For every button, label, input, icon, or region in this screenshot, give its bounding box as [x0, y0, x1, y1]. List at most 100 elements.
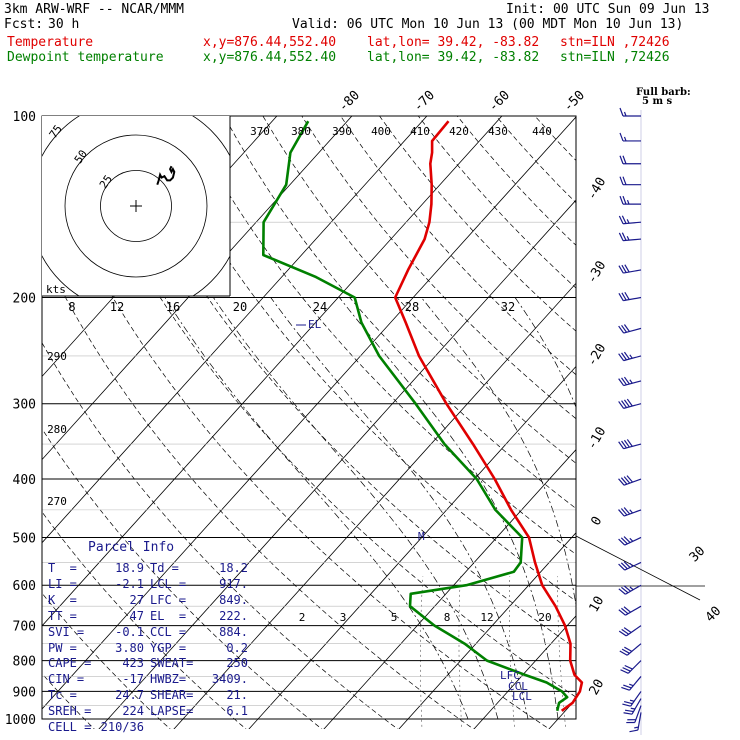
forecast-hour: 30 h — [48, 17, 80, 32]
moist-adiabat — [339, 297, 559, 720]
wind-barb-full — [624, 291, 630, 300]
parcel-key: LAPSE= — [150, 704, 194, 719]
hodograph-ring — [100, 170, 172, 242]
parcel-value: 18.2 — [219, 561, 248, 575]
inset-axis-tick: 20 — [233, 300, 247, 314]
isotherm — [42, 116, 576, 710]
wind-barb-full — [620, 508, 628, 516]
dewpoint-latlon: lat,lon= 39.42, -83.82 — [367, 50, 540, 65]
wind-barb-full — [618, 441, 625, 450]
dewpoint-station: stn=ILN ,72426 — [560, 50, 670, 65]
chart-series — [262, 120, 584, 712]
wind-barb-half — [634, 726, 639, 729]
parcel-row: Tc = 24.7 SHEAR= 21. — [48, 688, 248, 704]
parcel-key: T = — [48, 561, 77, 575]
dry-adiabat — [184, 116, 576, 555]
theta-label: 440 — [532, 125, 552, 138]
parcel-value: 24.7 — [115, 688, 144, 703]
chart-grid — [0, 115, 740, 732]
wind-barb-full — [624, 709, 634, 713]
isotherm — [173, 282, 576, 729]
dry-adiabat — [379, 116, 576, 332]
wind-barb-full — [618, 563, 626, 571]
theta-label: 290 — [47, 350, 67, 363]
parcel-row: SVI = -0.1 CCL = 884. — [48, 625, 248, 641]
dry-adiabat — [301, 116, 576, 420]
temperature-latlon: lat,lon= 39.42, -83.82 — [367, 35, 540, 50]
wind-barb-half — [623, 136, 627, 142]
wind-barb-full — [623, 351, 630, 360]
parcel-key: SREH = — [48, 704, 92, 719]
wind-barb-full — [618, 232, 624, 241]
isotherm — [42, 116, 428, 544]
parcel-value: 6.1 — [226, 704, 248, 719]
parcel-key: YGP = — [150, 640, 187, 655]
inset-axis-tick: 28 — [405, 300, 419, 314]
wind-barb-full — [621, 292, 627, 301]
parcel-value: 224 — [122, 704, 144, 719]
parcel-key: CCL = — [150, 624, 187, 639]
parcel-value: 222. — [219, 608, 248, 623]
parcel-key: K = — [48, 592, 77, 607]
init-time: Init: 00 UTC Sun 09 Jun 13 — [506, 2, 710, 17]
wind-barb-full — [621, 586, 629, 594]
wind-barb-full — [623, 476, 631, 484]
el-marker: EL — [308, 318, 322, 331]
wind-barb-full — [621, 352, 627, 361]
temperature-tick-label: -20 — [585, 341, 610, 369]
wind-barb-half — [629, 537, 634, 542]
parcel-value: -2.1 — [115, 576, 144, 591]
wind-barb-full — [618, 478, 625, 486]
parcel-key: CELL = — [48, 720, 92, 735]
hodograph-ring — [64, 134, 208, 278]
temperature-line — [393, 120, 584, 712]
dry-adiabat — [729, 116, 740, 732]
dry-adiabat — [42, 511, 247, 729]
temperature-tick-label: 40 — [703, 604, 725, 626]
temperature-legend: Temperature — [7, 35, 94, 50]
parcel-key: Td = — [150, 561, 179, 575]
wind-barb-full — [624, 646, 633, 652]
dry-adiabat — [456, 116, 576, 246]
hodograph-ring-label: 75 — [47, 123, 65, 141]
pressure-tick-label: 900 — [13, 685, 36, 700]
wind-barb-full — [622, 703, 631, 707]
theta-label: 380 — [291, 125, 311, 138]
parcel-value: 3409. — [211, 672, 248, 687]
mixing-ratio-label: 12 — [480, 611, 493, 624]
parcel-value: 0.2 — [226, 640, 248, 655]
hodograph-kts-label: kts — [46, 283, 66, 296]
wind-barb-full — [618, 509, 625, 517]
isotherm — [42, 116, 503, 627]
parcel-row: CAPE = 423 SWEAT= 250 — [48, 656, 248, 672]
pressure-tick-label: 1000 — [5, 713, 36, 728]
parcel-value: 27 — [129, 592, 144, 607]
wind-barb-full — [621, 264, 627, 273]
ccl-marker: CCL — [508, 680, 528, 693]
wind-barb-full — [623, 606, 631, 613]
theta-label: 280 — [47, 423, 67, 436]
parcel-key: SWEAT= — [150, 656, 194, 671]
wind-barb-full — [626, 398, 633, 407]
wind-barb-full — [620, 562, 628, 570]
dry-adiabat — [0, 116, 21, 732]
wind-barb-full — [621, 440, 627, 449]
parcel-key: TT = — [48, 608, 77, 623]
hodograph-ring-label: 25 — [97, 173, 115, 191]
wind-barb-full — [618, 353, 625, 361]
wind-barb-full — [621, 377, 627, 386]
parcel-key: Tc = — [48, 688, 77, 703]
temperature-tick-label: 20 — [587, 677, 608, 698]
parcel-key: SHEAR= — [150, 688, 194, 703]
dry-adiabat — [68, 116, 576, 698]
isotherm — [398, 532, 576, 729]
mixing-ratio-line — [658, 576, 674, 732]
theta-label: 430 — [488, 125, 508, 138]
mixing-ratio-label: 5 — [391, 611, 398, 624]
temperature-tick-label: 30 — [687, 544, 709, 566]
wind-barb-full — [619, 650, 628, 656]
parcel-value: 210/36 — [100, 720, 144, 735]
dry-adiabat — [573, 116, 576, 119]
